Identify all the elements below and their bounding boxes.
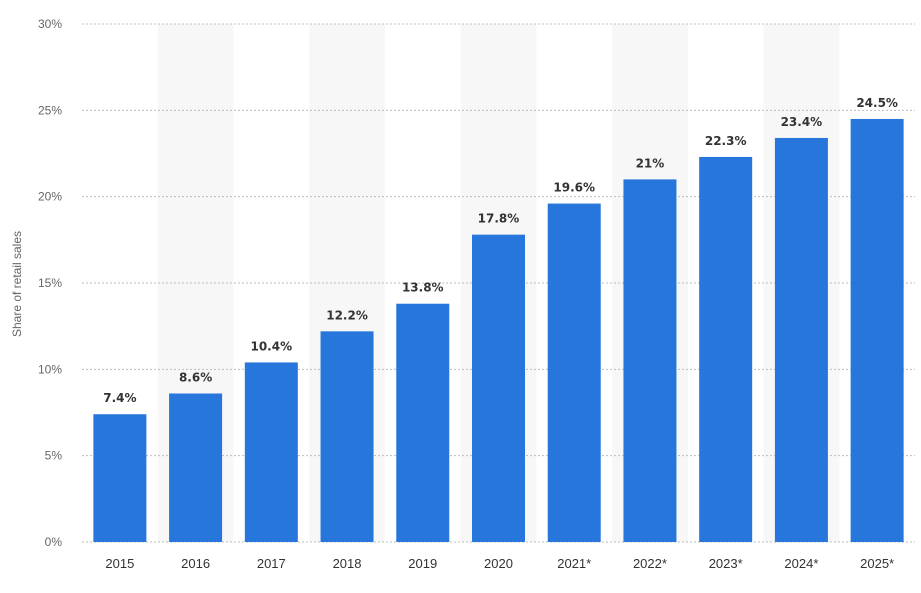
bar-value-label: 7.4% xyxy=(103,391,136,405)
x-tick-label: 2015 xyxy=(105,556,134,571)
bar-value-label: 21% xyxy=(636,156,665,170)
x-tick-label: 2025* xyxy=(860,556,894,571)
value-labels: 7.4% 8.6% 10.4% 12.2% 13.8% 17.8% 19.6% 21% 22.3… xyxy=(103,96,898,405)
bar-value-label: 22.3% xyxy=(705,134,747,148)
bar xyxy=(320,331,374,542)
x-axis-labels: 2015 2016 2017 2018 2019 2020 2021* 2022* 2023* 2… xyxy=(105,556,894,571)
y-tick-label: 10% xyxy=(38,362,62,376)
bar-value-label: 12.2% xyxy=(326,308,368,322)
bar-value-label: 19.6% xyxy=(553,181,595,195)
x-tick-label: 2018 xyxy=(333,556,362,571)
bar xyxy=(623,179,677,542)
y-axis-ticks: 0% 5% 10% 15% 20% 25% 30% xyxy=(38,17,62,549)
bar-value-label: 23.4% xyxy=(781,115,823,129)
x-tick-label: 2017 xyxy=(257,556,286,571)
x-tick-label: 2023* xyxy=(709,556,743,571)
y-axis-title: Share of retail sales xyxy=(10,231,24,337)
bar xyxy=(547,203,601,542)
bar xyxy=(396,303,450,542)
bar-value-label: 8.6% xyxy=(179,371,212,385)
x-tick-label: 2024* xyxy=(784,556,818,571)
y-tick-label: 15% xyxy=(38,276,62,290)
bar xyxy=(699,156,753,542)
y-tick-label: 30% xyxy=(38,17,62,31)
y-tick-label: 25% xyxy=(38,103,62,117)
y-tick-label: 20% xyxy=(38,190,62,204)
y-tick-label: 5% xyxy=(45,449,63,463)
bars xyxy=(93,118,904,543)
bar-value-label: 10.4% xyxy=(250,339,292,353)
bar xyxy=(774,137,828,542)
bar xyxy=(244,362,298,542)
bar xyxy=(93,414,147,542)
x-tick-label: 2022* xyxy=(633,556,667,571)
x-tick-label: 2021* xyxy=(557,556,591,571)
y-tick-label: 0% xyxy=(45,535,63,549)
bar xyxy=(850,118,904,542)
bar xyxy=(472,234,525,543)
bar xyxy=(169,393,223,542)
x-tick-label: 2019 xyxy=(408,556,437,571)
x-tick-label: 2020 xyxy=(484,556,513,571)
bar-value-label: 17.8% xyxy=(478,212,520,226)
bar-value-label: 24.5% xyxy=(856,96,898,110)
bar-value-label: 13.8% xyxy=(402,281,444,295)
x-tick-label: 2016 xyxy=(181,556,210,571)
